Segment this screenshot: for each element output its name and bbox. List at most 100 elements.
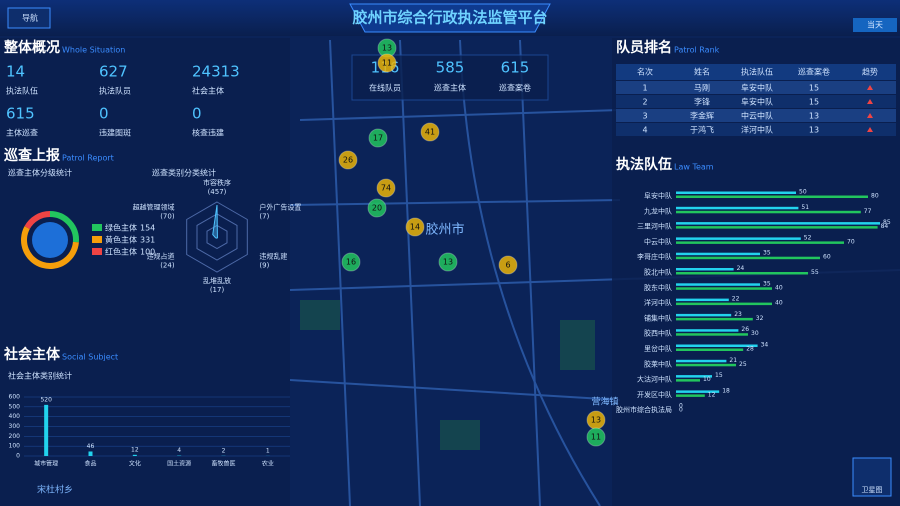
stat-value: 0: [99, 105, 109, 123]
legend-swatch: [92, 236, 102, 243]
y-tick-label: 九龙中队: [644, 206, 672, 215]
y-tick-label: 100: [9, 443, 21, 450]
y-tick-label: 开发区中队: [637, 390, 672, 399]
y-tick-label: 洋河中队: [644, 298, 672, 307]
legend-label: 绿色主体: [105, 223, 137, 233]
bar-value: 35: [763, 250, 771, 257]
map-marker-count: 13: [591, 416, 601, 425]
bar: [676, 348, 744, 351]
table-cell: 洋河中队: [741, 125, 773, 135]
y-tick-label: 0: [16, 453, 20, 460]
map-marker[interactable]: [498, 255, 518, 275]
donut-slice: [21, 226, 79, 269]
bar-value: 10: [703, 376, 711, 383]
map-marker[interactable]: [377, 53, 397, 73]
bar-value: 0: [679, 407, 683, 414]
map-marker-count: 16: [346, 258, 356, 267]
title-plate: [349, 3, 551, 33]
bar: [676, 363, 736, 367]
nav-label: 导航: [22, 13, 38, 23]
donut-slice: [24, 211, 51, 230]
y-tick-label: 三里河中队: [637, 222, 672, 231]
bar-value: 77: [864, 208, 872, 215]
bar-value: 55: [811, 269, 819, 276]
section-title: 整体概况: [3, 39, 60, 56]
bar: [676, 375, 712, 378]
bar-value: 23: [734, 311, 742, 318]
trend-arrow: [867, 113, 873, 118]
bar: [676, 206, 799, 210]
section-title: 巡查上报: [4, 147, 60, 164]
map-marker[interactable]: [341, 252, 361, 272]
legend-label: 红色主体: [105, 247, 137, 257]
stat-label: 社会主体: [192, 86, 224, 96]
stat-value: 0: [192, 105, 202, 123]
section-title: 执法队伍: [616, 156, 672, 173]
section-subtitle: Social Subject: [62, 353, 118, 362]
range-select[interactable]: [853, 18, 897, 32]
radar-area: [212, 204, 219, 239]
bar-value: 24: [737, 265, 745, 272]
center-stat-label: 巡查主体: [434, 83, 466, 93]
bar: [676, 394, 705, 397]
stat-value: 14: [6, 63, 25, 81]
radar-label: 超越管理领域: [133, 203, 175, 212]
y-tick-label: 大沽河中队: [637, 375, 672, 384]
stat-label: 执法队伍: [6, 86, 38, 96]
bar: [676, 344, 758, 347]
center-stat-value: 615: [501, 59, 530, 77]
bar: [676, 195, 868, 198]
map-marker[interactable]: [376, 178, 396, 198]
map-marker-count: 11: [591, 433, 601, 442]
radar-label: 户外广告设置: [259, 203, 301, 212]
stat-label: 核查违建: [192, 128, 224, 138]
radar-label: 市容秩序: [203, 178, 231, 187]
y-tick-label: 500: [9, 403, 21, 410]
y-tick-label: 中云中队: [644, 237, 672, 246]
map-marker-count: 41: [425, 128, 435, 137]
radar-label: 违规乱建: [259, 252, 287, 261]
bar: [88, 451, 93, 456]
bar-value: 12: [708, 391, 716, 398]
bar-value: 12: [131, 446, 139, 453]
y-tick-label: 胶西中队: [644, 329, 672, 338]
y-tick-label: 400: [9, 413, 21, 420]
radar-label: 乱堆乱放: [203, 276, 231, 285]
bar-value: 50: [799, 189, 807, 196]
x-tick-label: 农业: [262, 460, 274, 468]
table-cell: 3: [642, 112, 647, 121]
table-header: 巡查案卷: [798, 67, 830, 77]
map-marker[interactable]: [368, 128, 388, 148]
map-marker[interactable]: [420, 122, 440, 142]
bar-value: 15: [715, 372, 723, 379]
y-tick-label: 阜安中队: [644, 191, 672, 200]
table-header: 姓名: [694, 67, 710, 77]
bar-value: 22: [732, 296, 740, 303]
bar-value: 28: [746, 346, 754, 353]
map-roads: [289, 39, 900, 506]
table-cell: 于鸿飞: [690, 125, 714, 135]
stat-value: 615: [6, 105, 35, 123]
map-marker-count: 14: [410, 223, 420, 232]
legend-swatch: [92, 224, 102, 231]
bar-value: 40: [775, 300, 783, 307]
map-marker[interactable]: [367, 198, 387, 218]
table-header-bg: [616, 64, 896, 80]
section-title: 队员排名: [616, 39, 672, 56]
map-marker[interactable]: [586, 427, 606, 447]
bar-value: 2: [222, 447, 226, 454]
map-marker[interactable]: [338, 150, 358, 170]
map-marker[interactable]: [438, 252, 458, 272]
stat-label: 违建图斑: [99, 128, 131, 138]
bar-value: 520: [40, 396, 52, 403]
center-stat-label: 在线队员: [369, 83, 401, 93]
bar-value: 35: [763, 280, 771, 287]
nav-button[interactable]: [7, 7, 51, 29]
map-marker[interactable]: [405, 217, 425, 237]
bar-value: 52: [804, 234, 812, 241]
map-layer-button[interactable]: [852, 457, 892, 497]
bar-value: 18: [722, 387, 730, 394]
bar-value: 70: [847, 238, 855, 245]
legend-swatch: [92, 248, 102, 255]
